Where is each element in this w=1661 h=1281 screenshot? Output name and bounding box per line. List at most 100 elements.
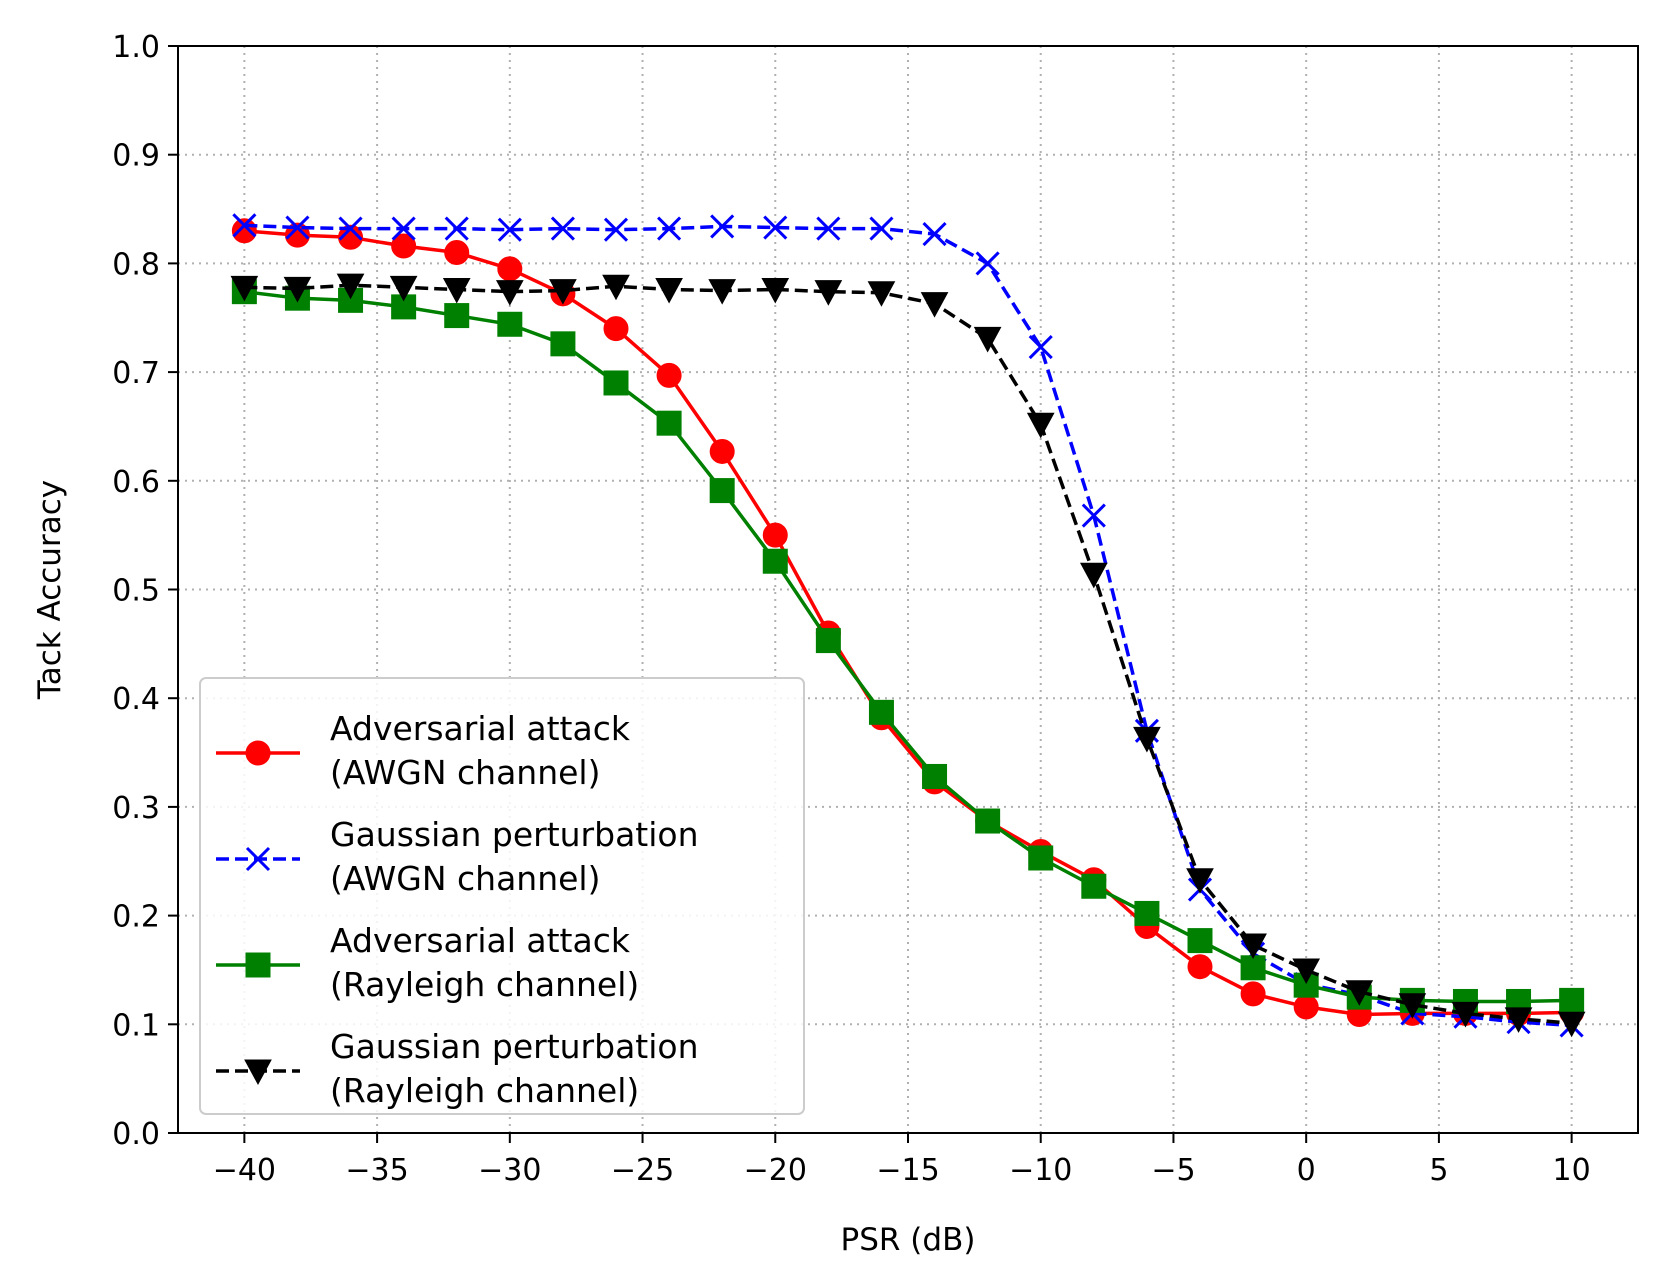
series-4-point [495, 280, 524, 306]
series-3-point [762, 548, 788, 574]
series-4-point [920, 292, 949, 318]
series-4 [230, 273, 1586, 1038]
x-tick-label: −5 [1151, 1153, 1195, 1188]
series-1-point [762, 522, 788, 548]
series-4-point [230, 275, 259, 302]
series-2-point [444, 216, 469, 241]
x-tick-label: −40 [213, 1153, 276, 1188]
series-1-point [444, 240, 470, 266]
legend-marker [244, 1059, 272, 1086]
series-2-point [497, 217, 522, 242]
legend-label: Adversarial attack (AWGN channel) [330, 709, 631, 792]
series-3-point [550, 331, 576, 357]
series-2-point [869, 216, 894, 241]
series-2-point [338, 216, 363, 241]
series-4-point [814, 280, 843, 306]
series-3-point [1134, 900, 1160, 926]
x-axis-label: PSR (dB) [841, 1222, 976, 1258]
legend-marker [245, 952, 271, 978]
series-1-point [656, 362, 682, 388]
x-tick-label: −10 [1009, 1153, 1072, 1188]
legend-marker [245, 740, 271, 766]
series-layer [230, 213, 1586, 1038]
series-3-point [656, 410, 682, 436]
series-1-point [231, 218, 257, 244]
y-tick-label: 0.0 [112, 1117, 160, 1152]
series-4-point [1026, 412, 1055, 439]
series-3-point [709, 478, 735, 504]
y-tick-label: 1.0 [112, 30, 160, 65]
series-3-point [868, 699, 894, 725]
series-4-point [1345, 980, 1374, 1006]
legend-marker [245, 846, 271, 872]
series-4-point [1504, 1007, 1533, 1033]
series-4-point [602, 274, 630, 301]
legend-label-line: Gaussian perturbation [330, 1027, 699, 1066]
x-tick-label: −15 [876, 1153, 939, 1188]
series-2-point [603, 217, 629, 242]
series-3-point [1559, 987, 1585, 1013]
legend-label-line: Gaussian perturbation [330, 815, 699, 854]
y-tick-label: 0.6 [112, 465, 160, 500]
series-4-point [761, 277, 790, 304]
series-4-point [442, 277, 471, 304]
series-2-point [816, 216, 841, 241]
y-tick-label: 0.7 [112, 356, 160, 391]
legend-label-line: (AWGN channel) [330, 859, 600, 898]
legend-item-2: Gaussian perturbation (AWGN channel) [216, 815, 699, 898]
legend-label: Adversarial attack (Rayleigh channel) [330, 921, 639, 1004]
series-3-point [815, 628, 841, 654]
legend-box [199, 677, 805, 1115]
legend-label-line: Adversarial attack [330, 709, 631, 748]
legend-item-4: Gaussian perturbation (Rayleigh channel) [216, 1027, 699, 1110]
y-axis-label: Tack Accuracy [32, 480, 68, 700]
series-1-point [338, 224, 364, 250]
series-4-point [655, 277, 683, 304]
y-tick-label: 0.8 [112, 247, 160, 282]
series-4-point [1451, 1001, 1480, 1028]
x-tick-label: −25 [611, 1153, 674, 1188]
series-1-point [1293, 994, 1319, 1020]
series-3-point [444, 303, 470, 329]
series-3-point [497, 311, 523, 337]
series-4-point [1557, 1011, 1586, 1038]
legend: Adversarial attack (AWGN channel)Gaussian… [199, 677, 805, 1115]
y-tick-label: 0.4 [112, 682, 160, 717]
x-tick-label: −20 [744, 1153, 807, 1188]
series-4-point [389, 275, 418, 302]
y-tick-label: 0.3 [112, 791, 160, 826]
series-2-point [1028, 335, 1053, 360]
series-2-point [550, 216, 575, 241]
series-2-point [232, 213, 257, 238]
series-1-point [1187, 954, 1213, 980]
series-1-point [497, 256, 523, 282]
series-3-point [1240, 955, 1266, 981]
series-2-point [391, 216, 416, 241]
series-4-point [1292, 958, 1321, 984]
series-3-point [922, 763, 948, 789]
legend-item-3: Adversarial attack (Rayleigh channel) [216, 921, 639, 1004]
y-axis-ticks: 0.0 0.1 0.2 0.3 0.4 0.5 0.6 0.7 0.8 0.9 1.0 [112, 30, 178, 1152]
series-4-point [1079, 562, 1108, 589]
legend-label: Gaussian perturbation (AWGN channel) [330, 815, 699, 898]
series-4-point [1133, 726, 1161, 753]
legend-label-line: Adversarial attack [330, 921, 631, 960]
series-2-point [1081, 503, 1106, 528]
series-4-point [708, 279, 737, 305]
series-3-point [1187, 928, 1213, 954]
series-2-point [657, 216, 682, 241]
series-4-point [1186, 868, 1214, 894]
legend-label-line: (AWGN channel) [330, 753, 600, 792]
series-1-point [1240, 981, 1266, 1007]
x-tick-label: 10 [1553, 1153, 1591, 1188]
x-tick-label: 5 [1429, 1153, 1448, 1188]
series-1-point [709, 438, 735, 464]
series-3-point [1028, 845, 1054, 871]
series-4-point [1239, 933, 1267, 959]
legend-label-line: (Rayleigh channel) [330, 1071, 639, 1110]
series-4-point [336, 273, 365, 300]
series-3-point [1081, 873, 1107, 899]
series-2-point [285, 215, 310, 240]
y-tick-label: 0.5 [112, 574, 160, 609]
